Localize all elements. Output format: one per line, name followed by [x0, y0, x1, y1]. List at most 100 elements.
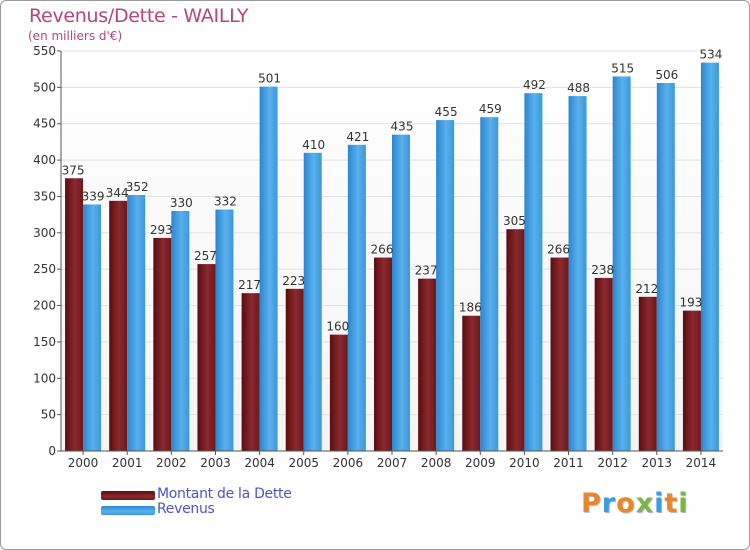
data-label-revenue: 410: [302, 138, 325, 152]
data-label-revenue: 352: [126, 180, 149, 194]
logo-letter: r: [601, 488, 617, 519]
data-label-debt: 266: [371, 243, 394, 257]
legend-label-debt: Montant de la Dette: [157, 486, 292, 502]
x-tick-label: 2006: [333, 456, 364, 470]
data-label-debt: 375: [62, 163, 85, 177]
legend-swatch-revenue: [101, 506, 155, 515]
bar-debt: [594, 277, 613, 451]
y-tick-label: 300: [33, 226, 56, 240]
bars: [65, 62, 719, 452]
x-tick-label: 2010: [509, 456, 540, 470]
x-tick-label: 2012: [597, 456, 628, 470]
x-tick-label: 2003: [200, 456, 231, 470]
bar-revenue: [700, 62, 719, 452]
data-label-revenue: 330: [170, 196, 193, 210]
y-tick-label: 200: [33, 299, 56, 313]
logo-letter: i: [654, 488, 665, 519]
data-label-debt: 186: [459, 301, 482, 315]
bar-debt: [506, 229, 525, 451]
bar-revenue: [612, 76, 631, 452]
data-label-revenue: 534: [699, 48, 722, 62]
y-tick-label: 100: [33, 371, 56, 385]
x-tick-label: 2002: [156, 456, 187, 470]
logo-letter: t: [664, 488, 679, 519]
data-label-revenue: 421: [346, 130, 369, 144]
bar-revenue: [259, 86, 278, 452]
data-label-debt: 160: [326, 320, 349, 334]
x-tick-label: 2011: [553, 456, 584, 470]
legend-swatch-debt: [101, 491, 155, 500]
x-tick-label: 2005: [288, 456, 319, 470]
x-tick-label: 2007: [377, 456, 408, 470]
bar-debt: [109, 200, 128, 451]
x-tick-label: 2000: [68, 456, 99, 470]
y-tick-label: 50: [41, 408, 56, 422]
bar-revenue: [480, 117, 499, 451]
y-tick-label: 550: [33, 44, 56, 58]
data-label-revenue: 339: [82, 189, 105, 203]
data-label-revenue: 435: [391, 120, 414, 134]
data-label-revenue: 501: [258, 72, 281, 86]
bar-revenue: [83, 204, 102, 451]
data-label-debt: 266: [547, 243, 570, 257]
data-label-debt: 212: [635, 282, 658, 296]
bar-debt: [374, 257, 392, 451]
data-label-debt: 237: [415, 264, 438, 278]
bar-revenue: [524, 93, 543, 451]
bar-revenue: [171, 211, 190, 451]
chart-subtitle: (en milliers d'€): [28, 29, 123, 43]
bar-debt: [197, 264, 216, 451]
logo-letter: P: [581, 488, 602, 519]
x-tick-label: 2013: [642, 456, 673, 470]
data-label-revenue: 492: [523, 78, 546, 92]
bar-debt: [329, 334, 348, 451]
chart-title: Revenus/Dette - WAILLY: [29, 5, 249, 27]
y-tick-label: 350: [33, 189, 56, 203]
x-tick-label: 2008: [421, 456, 452, 470]
bar-debt: [241, 293, 260, 451]
data-label-revenue: 455: [435, 105, 458, 119]
logo-letter: x: [635, 488, 655, 519]
bar-revenue: [436, 120, 455, 451]
proxiti-logo: Proxiti: [581, 488, 689, 519]
data-label-revenue: 488: [567, 81, 590, 95]
axes: 0 50 100 150 200 250 300 350 400 450 500 550 2000 200…: [33, 44, 723, 470]
y-tick-label: 250: [33, 262, 56, 276]
x-tick-label: 2014: [686, 456, 717, 470]
logo-letter: o: [616, 488, 636, 519]
bar-debt: [65, 178, 84, 452]
bar-debt: [638, 296, 657, 451]
bar-revenue: [347, 144, 366, 451]
data-label-revenue: 332: [214, 195, 237, 209]
x-tick-label: 2001: [112, 456, 143, 470]
y-tick-label: 0: [48, 444, 56, 458]
x-tick-label: 2004: [244, 456, 275, 470]
legend-label-revenue: Revenus: [157, 501, 215, 517]
y-tick-label: 500: [33, 80, 56, 94]
data-label-debt: 257: [194, 249, 217, 263]
bar-revenue: [303, 152, 322, 451]
data-label-debt: 305: [503, 214, 526, 228]
bar-debt: [153, 237, 172, 451]
bar-revenue: [568, 96, 587, 451]
data-label-debt: 223: [282, 274, 305, 288]
y-tick-label: 450: [33, 117, 56, 131]
bar-debt: [285, 288, 304, 451]
data-label-revenue: 459: [479, 102, 502, 116]
data-label-revenue: 515: [611, 61, 634, 75]
data-label-debt: 293: [150, 223, 173, 237]
data-label-revenue: 506: [655, 68, 678, 82]
y-tick-label: 400: [33, 153, 56, 167]
bar-revenue: [656, 83, 675, 451]
bar-debt: [550, 257, 569, 451]
x-tick-label: 2009: [465, 456, 496, 470]
bar-debt: [418, 278, 437, 451]
bar-revenue: [127, 195, 146, 451]
y-tick-label: 150: [33, 335, 56, 349]
data-label-debt: 344: [106, 186, 129, 200]
bar-debt: [682, 310, 701, 451]
logo-letter: i: [678, 488, 689, 519]
